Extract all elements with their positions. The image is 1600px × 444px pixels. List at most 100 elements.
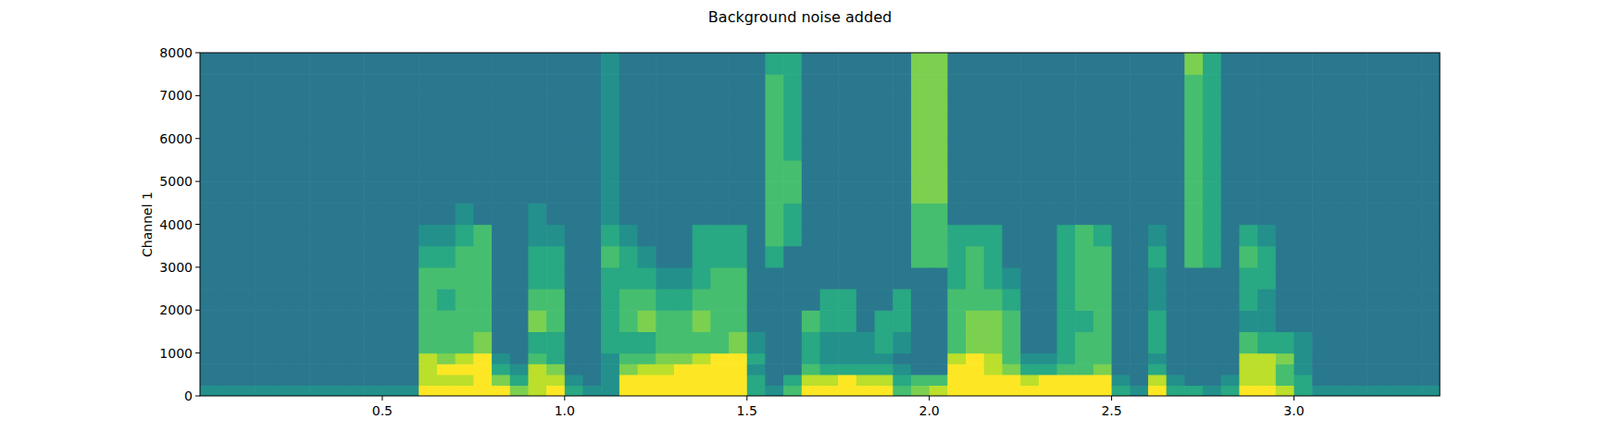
cell	[200, 74, 219, 97]
cell	[783, 52, 802, 75]
cell	[674, 74, 693, 97]
cell	[564, 331, 584, 354]
cell	[1349, 181, 1368, 204]
cell	[1112, 385, 1131, 397]
y-tick-label: 2000	[159, 302, 193, 318]
cell	[1221, 181, 1240, 204]
cell	[1093, 52, 1113, 75]
cell	[327, 246, 347, 269]
cell	[1366, 225, 1386, 248]
cell	[1221, 288, 1240, 312]
cell	[655, 52, 675, 75]
cell	[200, 288, 219, 312]
cell	[747, 310, 766, 333]
cell	[619, 246, 638, 269]
x-tick	[563, 396, 565, 401]
cell	[290, 74, 310, 97]
cell	[1093, 117, 1113, 140]
cell	[692, 246, 712, 269]
cell	[273, 353, 292, 365]
cell	[1293, 160, 1313, 183]
cell	[1293, 138, 1313, 162]
cell	[583, 267, 602, 290]
cell	[455, 95, 475, 118]
cell	[309, 225, 328, 248]
cell	[583, 160, 602, 183]
cell	[346, 181, 365, 204]
cell	[491, 267, 511, 290]
cell	[674, 310, 693, 333]
cell	[984, 246, 1003, 269]
cell	[1312, 181, 1331, 204]
cell	[619, 202, 638, 225]
cell	[710, 246, 729, 269]
cell	[820, 95, 839, 118]
cell	[1312, 288, 1331, 312]
y-tick	[195, 95, 200, 97]
cell	[290, 202, 310, 225]
cell	[346, 160, 365, 183]
cell	[327, 138, 347, 162]
cell	[911, 74, 930, 97]
cell	[837, 375, 857, 387]
cell	[1166, 74, 1186, 97]
cell	[527, 267, 547, 290]
cell	[510, 331, 529, 354]
cell	[382, 202, 401, 225]
cell	[764, 138, 784, 162]
cell	[947, 267, 966, 290]
cell	[875, 375, 894, 387]
cell	[418, 52, 438, 75]
cell	[1038, 52, 1058, 75]
cell	[965, 267, 985, 290]
cell	[290, 181, 310, 204]
cell	[911, 117, 930, 140]
cell	[801, 202, 821, 225]
cell	[400, 74, 420, 97]
cell	[309, 95, 328, 118]
cell	[346, 267, 365, 290]
cell	[546, 160, 565, 183]
y-tick	[195, 137, 200, 139]
cell	[801, 160, 821, 183]
cell	[437, 52, 456, 75]
cell	[527, 353, 547, 365]
cell	[1312, 267, 1331, 290]
cell	[1020, 363, 1039, 375]
cell	[200, 52, 219, 75]
cell	[801, 288, 821, 312]
cell	[1166, 363, 1186, 375]
cell	[1020, 288, 1039, 312]
y-tick	[195, 266, 200, 268]
cell	[1238, 117, 1258, 140]
cell	[710, 95, 729, 118]
cell	[564, 74, 584, 97]
cell	[637, 331, 657, 354]
cell	[327, 363, 347, 375]
cell	[437, 331, 456, 354]
cell	[892, 331, 912, 354]
cell	[1238, 288, 1258, 312]
cell	[455, 375, 475, 387]
cell	[1112, 363, 1131, 375]
cell	[947, 160, 966, 183]
cell	[1349, 160, 1368, 183]
cell	[965, 74, 985, 97]
cell	[619, 331, 638, 354]
cell	[200, 117, 219, 140]
cell	[1257, 95, 1276, 118]
cell	[327, 385, 347, 397]
cell	[1093, 225, 1113, 248]
cell	[600, 267, 620, 290]
cell	[947, 138, 966, 162]
cell	[984, 375, 1003, 387]
cell	[1349, 353, 1368, 365]
cell	[1238, 353, 1258, 365]
cell	[1184, 246, 1203, 269]
cell	[1075, 160, 1094, 183]
cell	[236, 181, 255, 204]
cell	[728, 117, 748, 140]
frame	[200, 52, 1440, 397]
cell	[747, 225, 766, 248]
cell	[1001, 225, 1021, 248]
